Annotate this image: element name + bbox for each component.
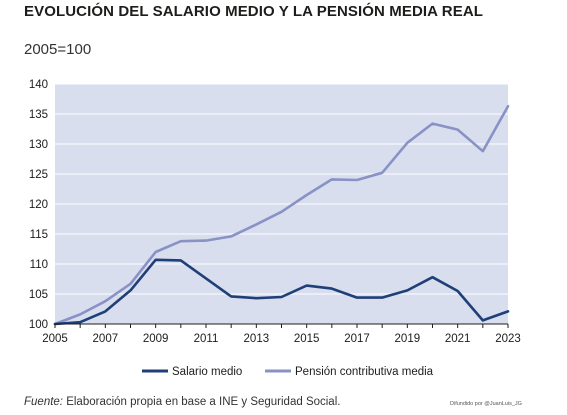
y-tick-label: 120 bbox=[29, 199, 48, 211]
x-tick-label: 2007 bbox=[93, 333, 119, 345]
line-chart: 2005 2007 2009 2011 2013 2015 2017 2019 2021 2023… bbox=[29, 79, 521, 378]
x-tick-label: 2011 bbox=[194, 333, 219, 345]
y-tick-label: 105 bbox=[29, 289, 48, 301]
chart-title: EVOLUCIÓN DEL SALARIO MEDIO Y LA PENSIÓN… bbox=[24, 3, 484, 20]
y-tick-label: 125 bbox=[29, 169, 48, 181]
x-tick-label: 2013 bbox=[244, 333, 270, 345]
legend-label-pension: Pensión contributiva media bbox=[295, 366, 434, 378]
legend-label-salario: Salario medio bbox=[172, 366, 242, 378]
x-tick-label: 2023 bbox=[495, 333, 521, 345]
legend: Salario medio Pensión contributiva media bbox=[142, 366, 434, 378]
y-tick-label: 135 bbox=[29, 109, 48, 121]
x-tick-label: 2019 bbox=[395, 333, 421, 345]
series-line-salario bbox=[53, 258, 510, 326]
y-tick-label: 140 bbox=[29, 79, 48, 91]
x-tick-label: 2005 bbox=[42, 333, 68, 345]
source-label: Fuente: bbox=[24, 396, 63, 408]
y-tick-label: 130 bbox=[29, 139, 48, 151]
credit-note: Difundido por @JuanLuis_JG bbox=[450, 401, 522, 407]
x-tick-label: 2021 bbox=[445, 333, 471, 345]
y-tick-label: 110 bbox=[30, 259, 48, 271]
y-tick-label: 115 bbox=[30, 229, 48, 241]
source-text: Elaboración propia en base a INE y Segur… bbox=[66, 396, 341, 408]
source-note: Fuente: Elaboración propia en base a INE… bbox=[24, 396, 340, 408]
x-tick-label: 2009 bbox=[143, 333, 169, 345]
series-line-pension bbox=[53, 104, 510, 326]
x-tick-label: 2017 bbox=[344, 333, 370, 345]
series-lines bbox=[53, 104, 510, 326]
y-tick-label: 100 bbox=[29, 319, 48, 331]
grid-lines bbox=[55, 83, 508, 295]
x-tick-label: 2015 bbox=[294, 333, 320, 345]
x-axis-ticks: 2005 2007 2009 2011 2013 2015 2017 2019 2021 2023 bbox=[42, 324, 521, 345]
y-axis-ticks: 100 105 110 115 120 125 130 135 140 bbox=[29, 79, 48, 331]
chart-subtitle: 2005=100 bbox=[24, 41, 92, 58]
